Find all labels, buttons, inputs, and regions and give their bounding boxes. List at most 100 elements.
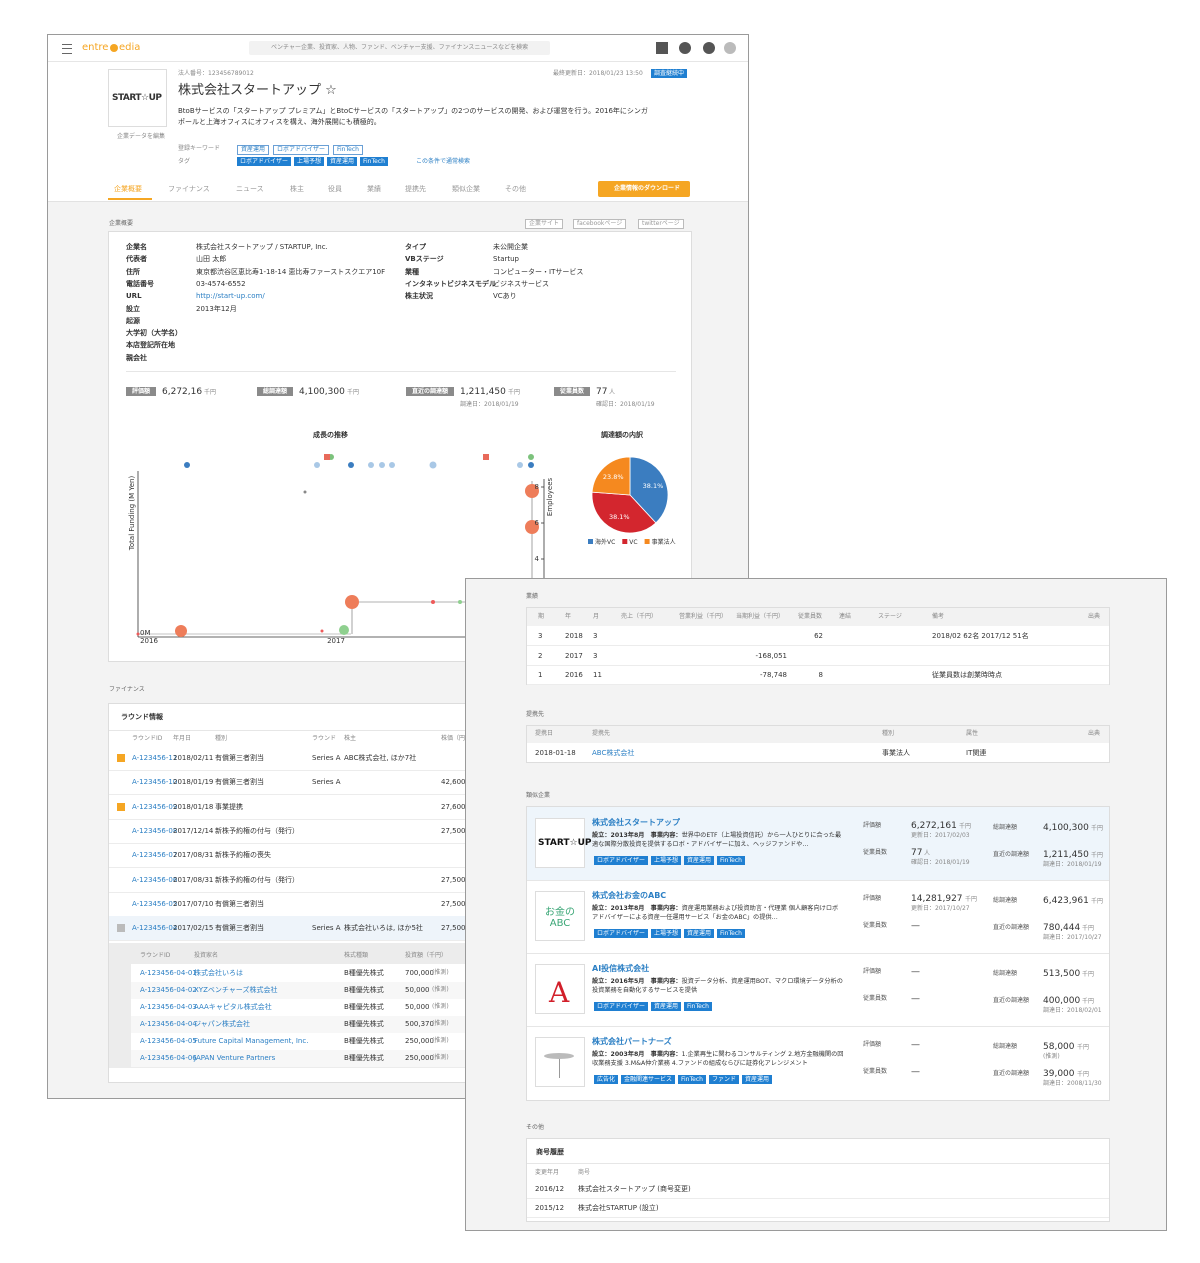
cell[interactable]: JAPAN Venture Partners: [194, 1054, 276, 1062]
expand-button[interactable]: [117, 802, 125, 811]
field-value: 山田 太郎: [196, 255, 227, 264]
tab[interactable]: 類似企業: [452, 185, 480, 193]
tag[interactable]: 上場予想: [651, 929, 682, 938]
stat-note: 確認日：2018/01/19: [596, 401, 655, 408]
tag[interactable]: 上場予想: [294, 157, 325, 166]
tag[interactable]: FinTech: [678, 1075, 706, 1084]
cell[interactable]: 株式会社いろは: [194, 969, 243, 977]
row-divider: [109, 794, 691, 796]
cell: 3: [538, 632, 543, 640]
tag[interactable]: ロボアドバイザー: [237, 157, 292, 166]
chart-dot: [458, 600, 462, 604]
table-header-bg: [527, 726, 1109, 743]
field-value: 東京都渋谷区恵比寿1-18-14 恵比寿ファーストスクエア10F: [196, 267, 386, 276]
cell[interactable]: A-123456-09: [132, 802, 178, 811]
cell[interactable]: ABC株式会社: [592, 749, 635, 757]
tag[interactable]: ロボアドバイザー: [594, 1002, 649, 1011]
cell: 有償第三者割当: [215, 778, 264, 787]
download-button[interactable]: 企業情報のダウンロード: [614, 185, 681, 192]
cell: 2017/12/14: [173, 826, 214, 835]
cell: 2017/08/31: [173, 851, 214, 860]
header-icon[interactable]: [679, 42, 691, 54]
external-link[interactable]: facebookページ: [573, 219, 627, 229]
company-name[interactable]: 株式会社パートナーズ: [592, 1037, 672, 1046]
search-box[interactable]: [249, 41, 550, 55]
cell[interactable]: A-123456-04-02: [140, 986, 197, 994]
external-link[interactable]: twitterページ: [638, 219, 684, 229]
keyword-tag[interactable]: FinTech: [333, 145, 363, 155]
download-button[interactable]: [598, 181, 690, 197]
menu-icon[interactable]: [62, 44, 72, 54]
tag[interactable]: ファンド: [709, 1075, 740, 1084]
column-header: ラウンド: [312, 735, 337, 742]
header-icon[interactable]: [724, 42, 736, 54]
divider: [527, 1163, 1109, 1164]
tab[interactable]: ニュース: [236, 185, 264, 193]
tab[interactable]: 株主: [290, 185, 304, 193]
tag[interactable]: 資産運用: [684, 856, 715, 865]
tag[interactable]: 資産運用: [651, 1002, 682, 1011]
tag[interactable]: FinTech: [360, 157, 388, 166]
header-icon[interactable]: [703, 42, 715, 54]
header-icon[interactable]: [656, 42, 668, 54]
external-link[interactable]: 企業サイト: [525, 219, 564, 229]
expand-button[interactable]: [117, 754, 125, 762]
cell[interactable]: A-123456-04-04: [140, 1020, 197, 1028]
tab[interactable]: 提携先: [405, 185, 426, 193]
cell[interactable]: XYZベンチャーズ株式会社: [194, 986, 278, 994]
chart-dot: [320, 629, 324, 633]
tag[interactable]: 広告化: [594, 1075, 619, 1084]
cell[interactable]: A-123456-10: [132, 778, 178, 787]
stat-unit: 千円: [965, 896, 978, 903]
tab[interactable]: その他: [505, 185, 526, 193]
y-tick-label: 0M: [140, 629, 151, 637]
row-divider: [527, 684, 1109, 685]
stat-value: —: [911, 1067, 920, 1077]
field-label: 設立: [126, 304, 140, 313]
tag[interactable]: 資産運用: [742, 1075, 773, 1084]
stat-label: 評価額: [863, 1041, 882, 1048]
edit-link[interactable]: 企業データを編集: [117, 133, 166, 140]
company-name[interactable]: AI投信株式会社: [592, 964, 650, 973]
cell[interactable]: A-123456-04-01: [140, 969, 197, 977]
tag[interactable]: 上場予想: [651, 856, 682, 865]
search-placeholder[interactable]: ベンチャー企業、投資家、人物、ファンド、ベンチャー支援、ファイナンスニュースなど…: [271, 44, 529, 51]
tag[interactable]: ロボアドバイザー: [594, 929, 649, 938]
cell[interactable]: ジャパン株式会社: [194, 1020, 250, 1028]
founded: 設立：2013年8月: [592, 905, 651, 912]
cell[interactable]: A-123456-04-05: [140, 1037, 197, 1045]
cell[interactable]: AAAキャピタル株式会社: [194, 1003, 272, 1011]
chart-dot: [528, 462, 534, 468]
cell[interactable]: A-123456-04-06: [140, 1054, 197, 1062]
tag[interactable]: 資産運用: [327, 157, 358, 166]
cell[interactable]: Future Capital Management, Inc.: [194, 1037, 309, 1045]
collapse-button[interactable]: [117, 924, 125, 933]
cell[interactable]: A-123456-07: [132, 851, 178, 860]
cell[interactable]: A-123456-08: [132, 826, 178, 835]
tag[interactable]: 金融関連サービス: [621, 1075, 676, 1084]
business-label: 事業内容：: [650, 905, 682, 912]
cell: B種優先株式: [344, 1003, 384, 1011]
search-link[interactable]: この条件で通常検索: [416, 158, 471, 165]
field-label: 住所: [126, 267, 140, 276]
cell[interactable]: A-123456-04: [132, 924, 178, 933]
cell[interactable]: A-123456-04-03: [140, 1003, 197, 1011]
tag[interactable]: FinTech: [717, 856, 745, 865]
tag[interactable]: 資産運用: [684, 929, 715, 938]
tab[interactable]: ファイナンス: [168, 185, 210, 193]
keyword-tag[interactable]: 資産運用: [237, 145, 270, 155]
tab[interactable]: 企業概要: [114, 185, 142, 193]
company-name[interactable]: 株式会社スタートアップ: [592, 818, 680, 827]
company-name[interactable]: 株式会社お金のABC: [592, 891, 667, 900]
tag[interactable]: FinTech: [717, 929, 745, 938]
tab[interactable]: 役員: [328, 185, 342, 193]
cell: Series A: [312, 778, 341, 787]
cell[interactable]: A-123456-11: [132, 754, 178, 762]
cell[interactable]: A-123456-06: [132, 875, 178, 884]
column-header: ラウンドID: [140, 952, 171, 959]
tag[interactable]: ロボアドバイザー: [594, 856, 649, 865]
keyword-tag[interactable]: ロボアドバイザー: [273, 145, 330, 155]
tag[interactable]: FinTech: [684, 1002, 712, 1011]
cell[interactable]: A-123456-05: [132, 899, 178, 908]
tab[interactable]: 業績: [367, 185, 381, 193]
